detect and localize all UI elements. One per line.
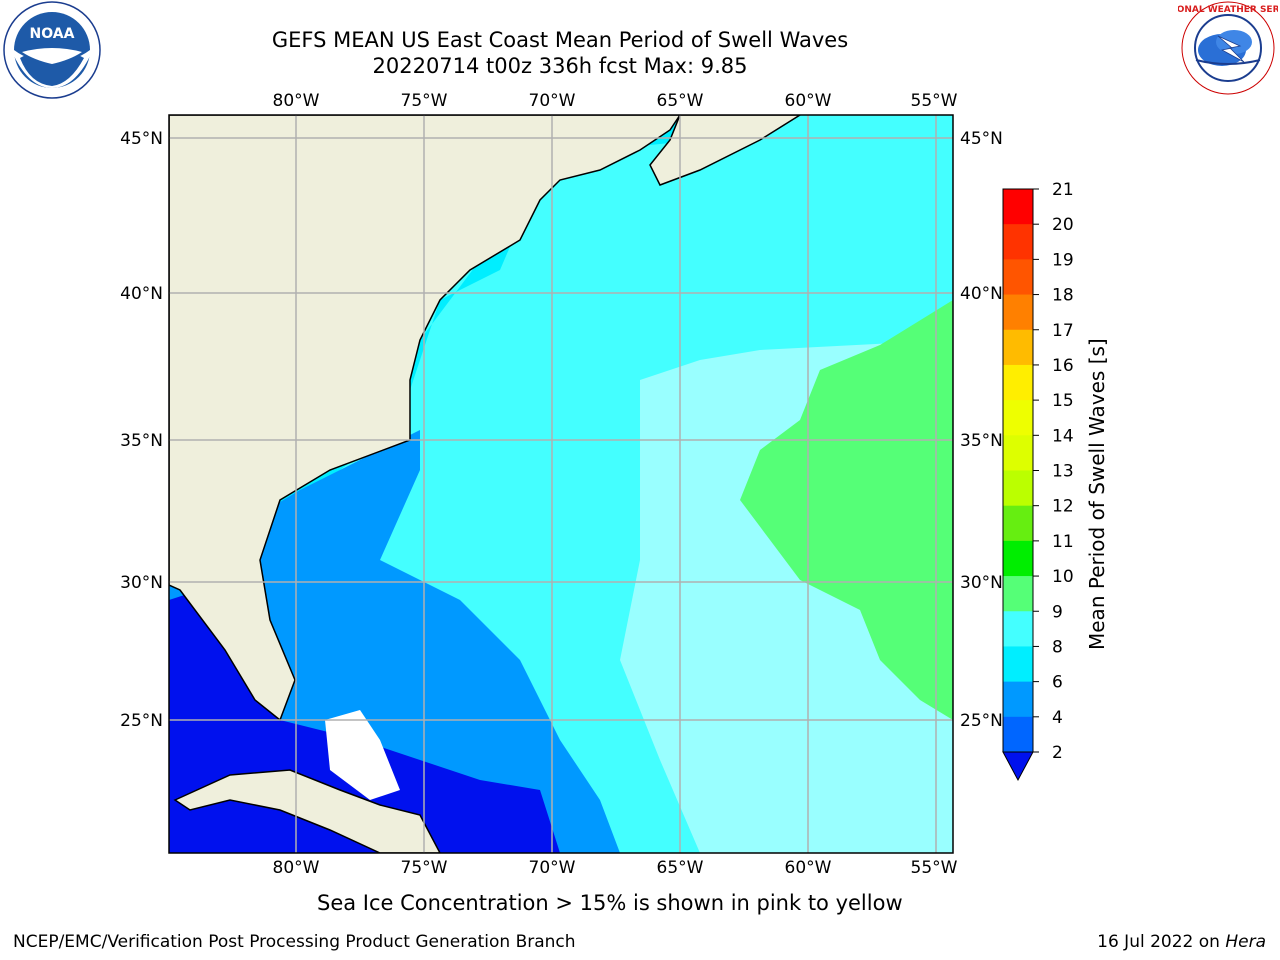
colorbar-extend-arrow [1002, 751, 1034, 782]
lon-label-bottom: 65°W [657, 858, 704, 878]
colorbar-tick-label: 8 [1052, 637, 1063, 657]
lon-label-top: 75°W [401, 91, 448, 111]
lon-label-top: 80°W [273, 91, 320, 111]
colorbar-band [1003, 435, 1033, 471]
colorbar-tick-label: 16 [1052, 356, 1074, 376]
colorbar-tick-label: 4 [1052, 708, 1063, 728]
colorbar-band [1003, 329, 1033, 366]
colorbar-band [1003, 224, 1033, 260]
footer-host: Hera [1225, 932, 1266, 952]
colorbar-tick-label: 15 [1052, 391, 1074, 411]
chart-title: GEFS MEAN US East Coast Mean Period of S… [271, 28, 849, 52]
nws-logo: NATIONAL WEATHER SERVICE [1178, 1, 1278, 95]
colorbar-ticks: 21 20 19 18 17 16 15 14 13 12 11 10 9 8 6 4 2 [1033, 180, 1074, 763]
lon-label-top: 60°W [785, 91, 832, 111]
colorbar-band [1003, 646, 1033, 683]
map-plot-area [169, 115, 953, 853]
colorbar-band [1003, 470, 1033, 507]
colorbar-band [1003, 540, 1033, 577]
colorbar-tick-label: 17 [1052, 321, 1074, 341]
colorbar-tick-label: 6 [1052, 673, 1063, 693]
lon-label-bottom: 70°W [529, 858, 576, 878]
lat-label-right: 40°N [960, 284, 1003, 304]
map-frame [168, 114, 954, 854]
colorbar [1003, 189, 1033, 753]
footer-date: 16 Jul 2022 on Hera [1097, 932, 1266, 952]
lon-label-bottom: 75°W [401, 858, 448, 878]
lat-label-right: 45°N [960, 129, 1003, 149]
colorbar-band [1003, 400, 1033, 436]
colorbar-band [1003, 364, 1033, 401]
lat-label-left: 45°N [120, 129, 163, 149]
colorbar-band [1003, 611, 1033, 647]
graticule [169, 115, 953, 853]
lat-label-right: 30°N [960, 573, 1003, 593]
colorbar-band [1003, 294, 1033, 331]
colorbar-tick-label: 13 [1052, 462, 1074, 482]
lon-label-top: 70°W [529, 91, 576, 111]
lon-label-bottom: 80°W [273, 858, 320, 878]
colorbar-tick-label: 10 [1052, 567, 1074, 587]
lat-label-left: 25°N [120, 711, 163, 731]
lon-label-top: 55°W [911, 91, 958, 111]
lat-label-left: 30°N [120, 573, 163, 593]
cuba-land [173, 769, 441, 853]
colorbar-tick-label: 18 [1052, 286, 1074, 306]
chart-subtitle: 20220714 t00z 336h fcst Max: 9.85 [372, 54, 748, 78]
colorbar-band [1003, 505, 1033, 542]
colorbar-band [1003, 716, 1033, 753]
colorbar-tick-label: 9 [1052, 602, 1063, 622]
footer-date-text: 16 Jul 2022 on [1097, 932, 1226, 952]
noaa-logo-text: NOAA [30, 26, 75, 42]
lat-label-right: 25°N [960, 711, 1003, 731]
colorbar-tick-label: 11 [1052, 532, 1074, 552]
lon-label-bottom: 60°W [785, 858, 832, 878]
colorbar-tick-label: 21 [1052, 180, 1074, 200]
footer-credit: NCEP/EMC/Verification Post Processing Pr… [13, 932, 576, 952]
colorbar-band [1003, 189, 1033, 225]
colorbar-tick-label: 19 [1052, 250, 1074, 270]
lon-label-bottom: 55°W [911, 858, 958, 878]
svg-text:NATIONAL WEATHER SERVICE: NATIONAL WEATHER SERVICE [1178, 5, 1278, 15]
colorbar-tick-label: 14 [1052, 426, 1074, 446]
sea-ice-caption: Sea Ice Concentration > 15% is shown in … [317, 891, 903, 915]
colorbar-band [1003, 576, 1033, 612]
lat-label-left: 35°N [120, 431, 163, 451]
colorbar-band [1003, 681, 1033, 718]
lat-label-right: 35°N [960, 431, 1003, 451]
swell-9-10-region [740, 300, 953, 720]
colorbar-tick-label: 20 [1052, 215, 1074, 235]
colorbar-band [1003, 259, 1033, 296]
no-data-region [325, 710, 400, 800]
colorbar-label: Mean Period of Swell Waves [s] [1085, 338, 1109, 650]
noaa-logo: NOAA [3, 1, 101, 99]
colorbar-tick-label: 2 [1052, 743, 1063, 763]
lon-label-top: 65°W [657, 91, 704, 111]
colorbar-tick-label: 12 [1052, 497, 1074, 517]
lat-label-left: 40°N [120, 284, 163, 304]
